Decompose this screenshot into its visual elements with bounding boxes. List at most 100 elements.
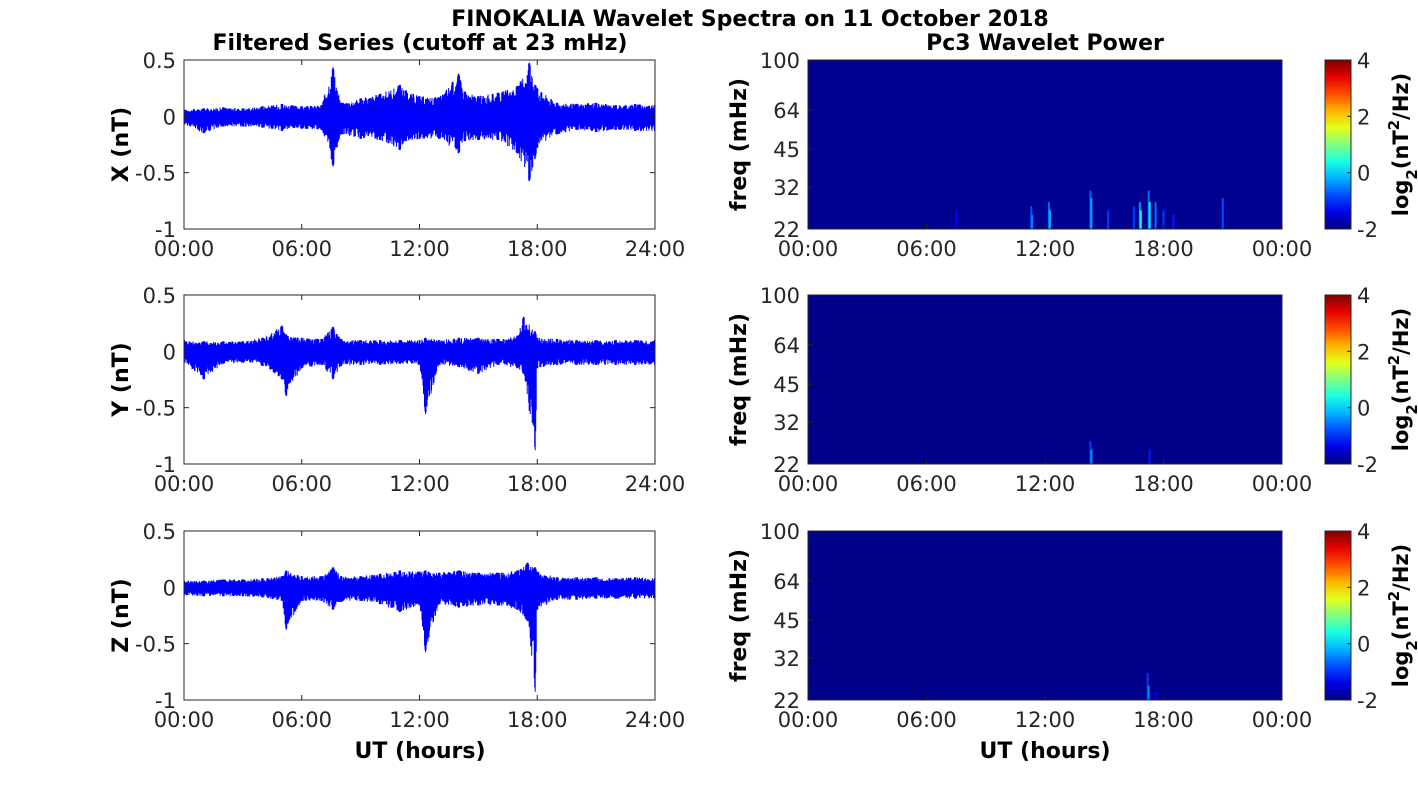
y-tick-label: 0: [163, 576, 176, 600]
y-tick-label: 100: [760, 49, 800, 73]
left-xlabel: UT (hours): [354, 739, 485, 764]
series-ylabel: Z (nT): [109, 578, 134, 652]
y-tick-label: 32: [773, 176, 800, 200]
colorbar-tick-label: -2: [1357, 453, 1378, 477]
colorbar-label-part: 2: [1385, 120, 1403, 130]
colorbar-label-part: 2: [1403, 404, 1418, 414]
x-tick-label: 12:00: [389, 237, 450, 261]
y-tick-label: 0: [163, 340, 176, 364]
wavelet-burst: [1154, 690, 1157, 700]
x-tick-label: 06:00: [896, 708, 957, 732]
wavelet-burst: [1031, 214, 1034, 229]
x-tick-label: 06:00: [271, 237, 332, 261]
y-tick-label: -1: [155, 453, 176, 477]
y-tick-label: -0.5: [135, 162, 176, 186]
wavelet-burst: [1172, 214, 1175, 229]
y-tick-label: 100: [760, 520, 800, 544]
series-panel-x: 0.5 0 -0.5 -100:00 06:00 12:00 18:00 24:00 X (nT…: [109, 49, 685, 261]
colorbar-tick-label: -2: [1357, 689, 1378, 713]
wavelet-burst: [1048, 210, 1051, 229]
wavelet-burst: [1090, 198, 1093, 229]
y-tick-label: 64: [773, 99, 800, 123]
wavelet-burst: [1148, 449, 1151, 464]
wavelet-burst: [1090, 449, 1093, 464]
x-tick-label: 00:00: [154, 472, 215, 496]
wavelet-burst: [1139, 210, 1142, 229]
y-tick-label: -1: [155, 218, 176, 242]
wavelet-burst: [1154, 202, 1157, 229]
y-tick-label: 22: [773, 218, 800, 242]
figure-title: FINOKALIA Wavelet Spectra on 11 October …: [451, 7, 1048, 32]
colorbar: [1324, 294, 1352, 465]
y-tick-label: 22: [773, 453, 800, 477]
x-tick-label: 00:00: [154, 708, 215, 732]
x-tick-label: 18:00: [1133, 708, 1194, 732]
wavelet-burst: [1147, 685, 1150, 700]
colorbar-label-part: (nT: [1389, 601, 1413, 641]
series-panel-z: 0.5 0 -0.5 -100:00 06:00 12:00 18:00 24:00 Z (nT…: [109, 520, 685, 732]
y-tick-label: 0.5: [143, 520, 176, 544]
series-plot-area: [184, 60, 655, 229]
colorbar-label-part: log: [1389, 651, 1413, 688]
colorbar-tick-label: 0: [1357, 397, 1370, 421]
x-tick-label: 12:00: [389, 708, 450, 732]
colorbar-label: log2(nT2/Hz): [1385, 544, 1418, 688]
colorbar-label-part: 2: [1403, 640, 1418, 650]
colorbar-label-part: 2: [1385, 591, 1403, 601]
x-tick-label: 18:00: [507, 237, 568, 261]
y-tick-label: 45: [773, 138, 800, 162]
y-tick-label: 45: [773, 373, 800, 397]
colorbar: [1324, 59, 1352, 230]
colorbar-label-part: 2: [1385, 355, 1403, 365]
y-tick-label: 0.5: [143, 284, 176, 308]
x-tick-label: 12:00: [1015, 708, 1076, 732]
wavelet-background: [808, 295, 1282, 464]
x-tick-label: 06:00: [271, 708, 332, 732]
series-plot-area: [184, 295, 655, 464]
series-panel-y: 0.5 0 -0.5 -100:00 06:00 12:00 18:00 24:00 Y (nT…: [109, 284, 685, 496]
wavelet-ylabel: freq (mHz): [727, 313, 752, 446]
series-ylabel: Y (nT): [109, 342, 134, 417]
panels: 0.50-0.5-100:00 06:00 12:00 18:00 24:00X (nT…: [109, 49, 1418, 732]
colorbar-tick-label: 2: [1357, 576, 1370, 600]
colorbar-label-part: /Hz): [1389, 308, 1413, 355]
colorbar-tick-label: -2: [1357, 218, 1378, 242]
x-tick-label: 00:00: [1252, 237, 1313, 261]
left-column-title: Filtered Series (cutoff at 23 mHz): [213, 31, 628, 56]
colorbar-label-part: 2: [1403, 169, 1418, 179]
colorbar-tick-label: 4: [1357, 49, 1370, 73]
wavelet-burst: [955, 210, 958, 229]
colorbar-tick-label: 4: [1357, 520, 1370, 544]
wavelet-ylabel: freq (mHz): [727, 78, 752, 211]
x-tick-label: 06:00: [896, 237, 957, 261]
wavelet-background: [808, 60, 1282, 229]
series-ylabel: X (nT): [109, 107, 134, 182]
x-tick-label: 24:00: [625, 708, 686, 732]
x-tick-label: 12:00: [389, 472, 450, 496]
colorbar-tick-label: 2: [1357, 340, 1370, 364]
x-tick-label: 18:00: [1133, 237, 1194, 261]
colorbar-tick-label: 0: [1357, 162, 1370, 186]
colorbar-label: log2(nT2/Hz): [1385, 308, 1418, 452]
y-tick-label: 32: [773, 411, 800, 435]
x-tick-label: 18:00: [507, 472, 568, 496]
x-tick-label: 00:00: [778, 237, 839, 261]
y-tick-label: 45: [773, 609, 800, 633]
x-tick-label: 06:00: [271, 472, 332, 496]
colorbar-label-part: (nT: [1389, 365, 1413, 405]
colorbar-label-part: log: [1389, 415, 1413, 452]
x-tick-label: 18:00: [507, 708, 568, 732]
x-tick-label: 00:00: [778, 708, 839, 732]
colorbar-tick-label: 0: [1357, 633, 1370, 657]
wavelet-burst: [1132, 206, 1135, 229]
colorbar-label-part: log: [1389, 180, 1413, 217]
wavelet-burst: [1221, 198, 1224, 229]
x-tick-label: 24:00: [625, 472, 686, 496]
y-tick-label: -0.5: [135, 397, 176, 421]
x-tick-label: 00:00: [1252, 708, 1313, 732]
right-column-title: Pc3 Wavelet Power: [926, 31, 1164, 56]
wavelet-burst: [1162, 210, 1165, 229]
